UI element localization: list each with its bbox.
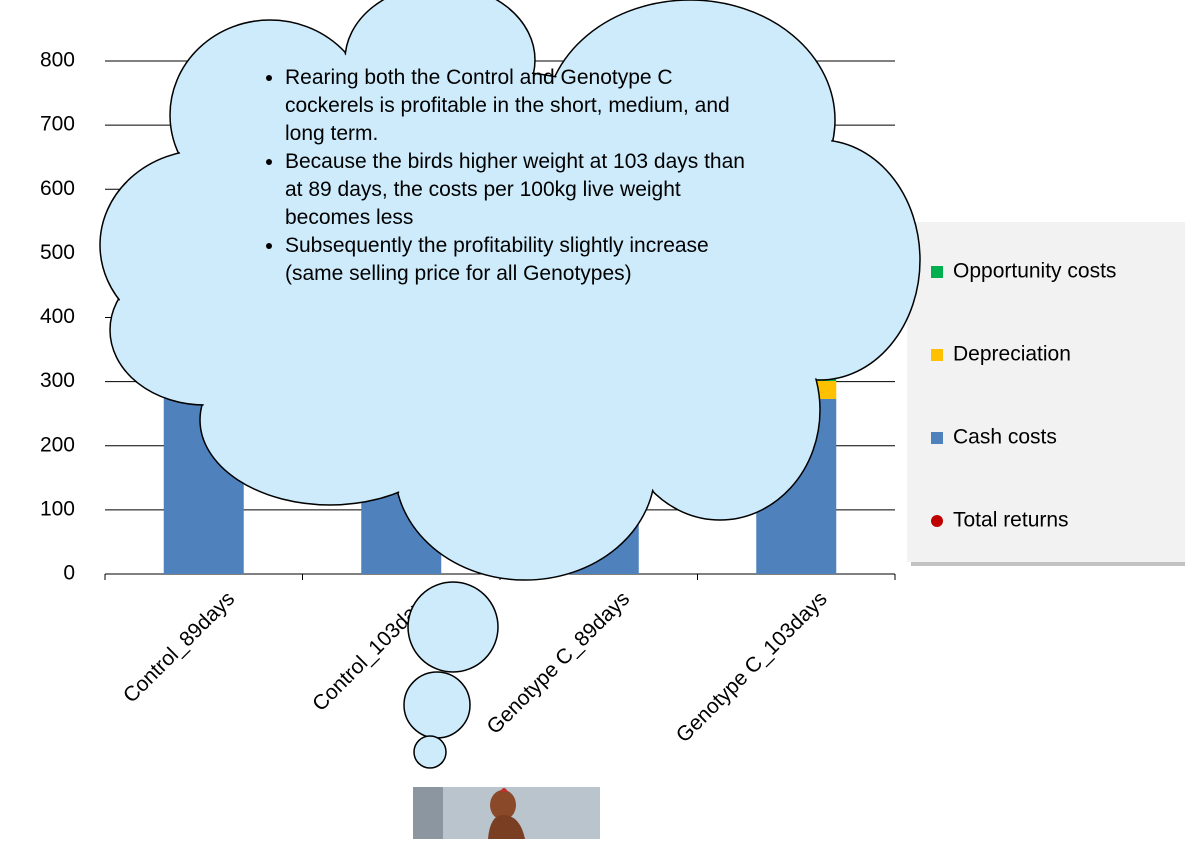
legend-box — [907, 222, 1185, 562]
thought-bubble — [413, 735, 447, 769]
photo-shade — [413, 787, 443, 839]
legend-label: Total returns — [953, 509, 1069, 532]
y-tick-label: 300 — [40, 369, 75, 392]
photo-hen-comb — [500, 788, 508, 792]
thought-bubble — [403, 671, 471, 739]
x-tick-label: Genotype C_103days — [672, 587, 832, 747]
legend-marker — [931, 515, 943, 527]
photo-hen-head — [490, 790, 516, 820]
callout-cloud — [99, 0, 921, 769]
y-tick-label: 700 — [40, 113, 75, 136]
bullet: Subsequently the profitability slightly … — [285, 232, 750, 288]
bullet: Rearing both the Control and Genotype C … — [285, 64, 750, 148]
legend: Opportunity costs Depreciation Cash costs T… — [907, 222, 1185, 566]
thought-bubble — [407, 581, 499, 673]
callout-text: Rearing both the Control and Genotype C … — [245, 64, 750, 288]
y-tick-label: 0 — [63, 562, 75, 585]
x-tick-label: Genotype C_89days — [483, 587, 635, 739]
bullet: Because the birds higher weight at 103 d… — [285, 148, 750, 232]
x-tick-label: Control_89days — [119, 587, 239, 707]
y-tick-label: 500 — [40, 241, 75, 264]
y-tick-label: 600 — [40, 177, 75, 200]
photo-hen-body — [488, 815, 525, 839]
cloud-fill — [181, 71, 779, 489]
legend-marker — [931, 266, 943, 278]
legend-label: Cash costs — [953, 426, 1057, 449]
y-tick-label: 200 — [40, 433, 75, 456]
legend-label: Depreciation — [953, 343, 1071, 366]
legend-marker — [931, 432, 943, 444]
photo — [413, 787, 600, 839]
legend-marker — [931, 349, 943, 361]
bullet-list: Rearing both the Control and Genotype C … — [245, 64, 750, 288]
y-tick-label: 100 — [40, 497, 75, 520]
y-tick-label: 400 — [40, 305, 75, 328]
y-tick-label: 800 — [40, 49, 75, 72]
legend-label: Opportunity costs — [953, 260, 1116, 283]
